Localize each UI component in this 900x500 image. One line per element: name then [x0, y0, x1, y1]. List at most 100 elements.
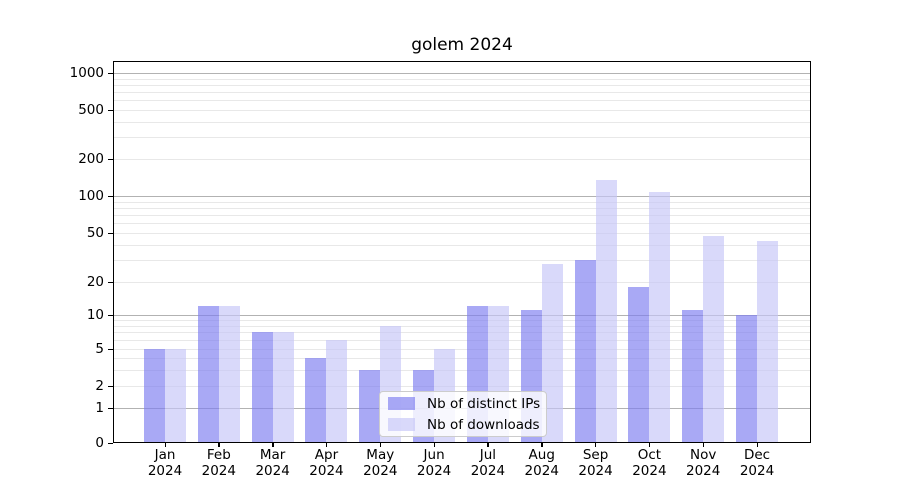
bar-distinct-ips: [359, 369, 381, 443]
y-tick-label: 10: [86, 307, 104, 323]
minor-gridline: [113, 349, 811, 350]
minor-gridline: [113, 110, 811, 111]
minor-gridline: [113, 121, 811, 123]
bar-distinct-ips: [305, 358, 327, 443]
bar-downloads: [649, 191, 671, 443]
x-tick-label: May 2024: [363, 447, 398, 479]
bar-downloads: [595, 179, 617, 443]
x-tick-label: Jun 2024: [416, 447, 452, 479]
x-tick-mark: [164, 443, 166, 447]
minor-gridline: [113, 84, 811, 86]
minor-gridline: [113, 358, 811, 359]
y-tick-label: 5: [95, 341, 104, 357]
bar-distinct-ips: [736, 315, 758, 443]
x-tick-label: Jan 2024: [147, 447, 183, 479]
y-tick-mark: [108, 407, 113, 409]
x-tick-label: Jul 2024: [470, 447, 506, 479]
x-tick-label: Nov 2024: [686, 447, 721, 479]
y-tick-mark: [108, 348, 113, 350]
legend: Nb of distinct IPs Nb of downloads: [379, 391, 547, 437]
x-tick-label: Feb 2024: [201, 447, 236, 479]
y-tick-label: 50: [86, 225, 104, 241]
minor-gridline: [113, 320, 811, 322]
x-tick-label: Oct 2024: [632, 447, 667, 479]
bar-distinct-ips: [574, 260, 596, 443]
x-tick-mark: [595, 443, 597, 447]
plot-area: [113, 61, 811, 443]
minor-gridline: [113, 137, 811, 139]
x-tick-label: Mar 2024: [255, 447, 290, 479]
minor-gridline: [113, 201, 811, 203]
y-tick-mark: [108, 314, 113, 316]
x-tick-mark: [325, 443, 328, 447]
minor-gridline: [113, 215, 811, 217]
major-gridline: [113, 196, 811, 197]
minor-gridline: [113, 223, 811, 225]
bar-downloads: [272, 332, 294, 443]
minor-gridline: [113, 340, 811, 342]
y-tick-mark: [108, 442, 113, 444]
y-tick-mark: [108, 232, 113, 234]
minor-gridline: [113, 244, 811, 246]
major-gridline: [113, 73, 811, 74]
minor-gridline: [113, 207, 811, 209]
x-tick-label: Apr 2024: [309, 447, 344, 479]
minor-gridline: [113, 78, 811, 80]
x-tick-mark: [487, 443, 489, 447]
x-tick-label: Aug 2024: [524, 447, 559, 479]
bar-downloads: [326, 340, 348, 443]
x-tick-mark: [648, 443, 651, 447]
y-tick-mark: [108, 109, 113, 111]
bar-distinct-ips: [144, 349, 165, 443]
legend-item-downloads: Nb of downloads: [388, 416, 546, 434]
x-tick-mark: [379, 443, 382, 447]
x-tick-mark: [272, 443, 274, 447]
bar-distinct-ips: [197, 306, 219, 443]
x-tick-mark: [756, 443, 758, 447]
y-tick-label: 1: [95, 400, 104, 416]
major-gridline: [113, 315, 811, 316]
y-tick-mark: [108, 195, 113, 197]
legend-swatch-downloads: [388, 418, 415, 431]
y-tick-label: 0: [95, 435, 104, 451]
x-tick-label: Dec 2024: [739, 447, 775, 479]
minor-gridline: [113, 233, 811, 234]
x-tick-mark: [218, 443, 220, 447]
minor-gridline: [113, 159, 811, 160]
bar-downloads: [757, 241, 779, 443]
bar-distinct-ips: [682, 310, 704, 443]
y-tick-mark: [108, 72, 113, 74]
bar-downloads: [165, 349, 186, 443]
y-tick-label: 1000: [69, 65, 104, 81]
bar-downloads: [218, 306, 240, 443]
minor-gridline: [113, 386, 811, 387]
x-tick-mark: [702, 443, 705, 447]
minor-gridline: [113, 92, 811, 94]
minor-gridline: [113, 282, 811, 283]
y-tick-mark: [108, 385, 113, 387]
minor-gridline: [113, 260, 811, 262]
y-tick-label: 200: [78, 151, 104, 167]
minor-gridline: [113, 100, 811, 102]
legend-swatch-distinct-ips: [388, 397, 415, 410]
x-tick-label: Sep 2024: [578, 447, 613, 479]
minor-gridline: [113, 325, 811, 327]
y-tick-label: 100: [78, 188, 104, 204]
y-tick-mark: [108, 281, 113, 283]
minor-gridline: [113, 332, 811, 334]
bar-downloads: [703, 236, 725, 443]
bar-distinct-ips: [628, 287, 650, 443]
legend-label-distinct-ips: Nb of distinct IPs: [427, 395, 541, 412]
legend-item-distinct-ips: Nb of distinct IPs: [388, 395, 546, 413]
y-tick-label: 20: [86, 274, 104, 290]
y-tick-label: 500: [78, 102, 104, 118]
y-tick-mark: [108, 158, 113, 160]
minor-gridline: [113, 369, 811, 371]
y-tick-label: 2: [95, 378, 104, 394]
bar-distinct-ips: [251, 332, 273, 443]
x-tick-mark: [433, 443, 435, 447]
legend-label-downloads: Nb of downloads: [427, 416, 540, 433]
chart-title: golem 2024: [411, 35, 513, 55]
x-tick-mark: [541, 443, 543, 447]
